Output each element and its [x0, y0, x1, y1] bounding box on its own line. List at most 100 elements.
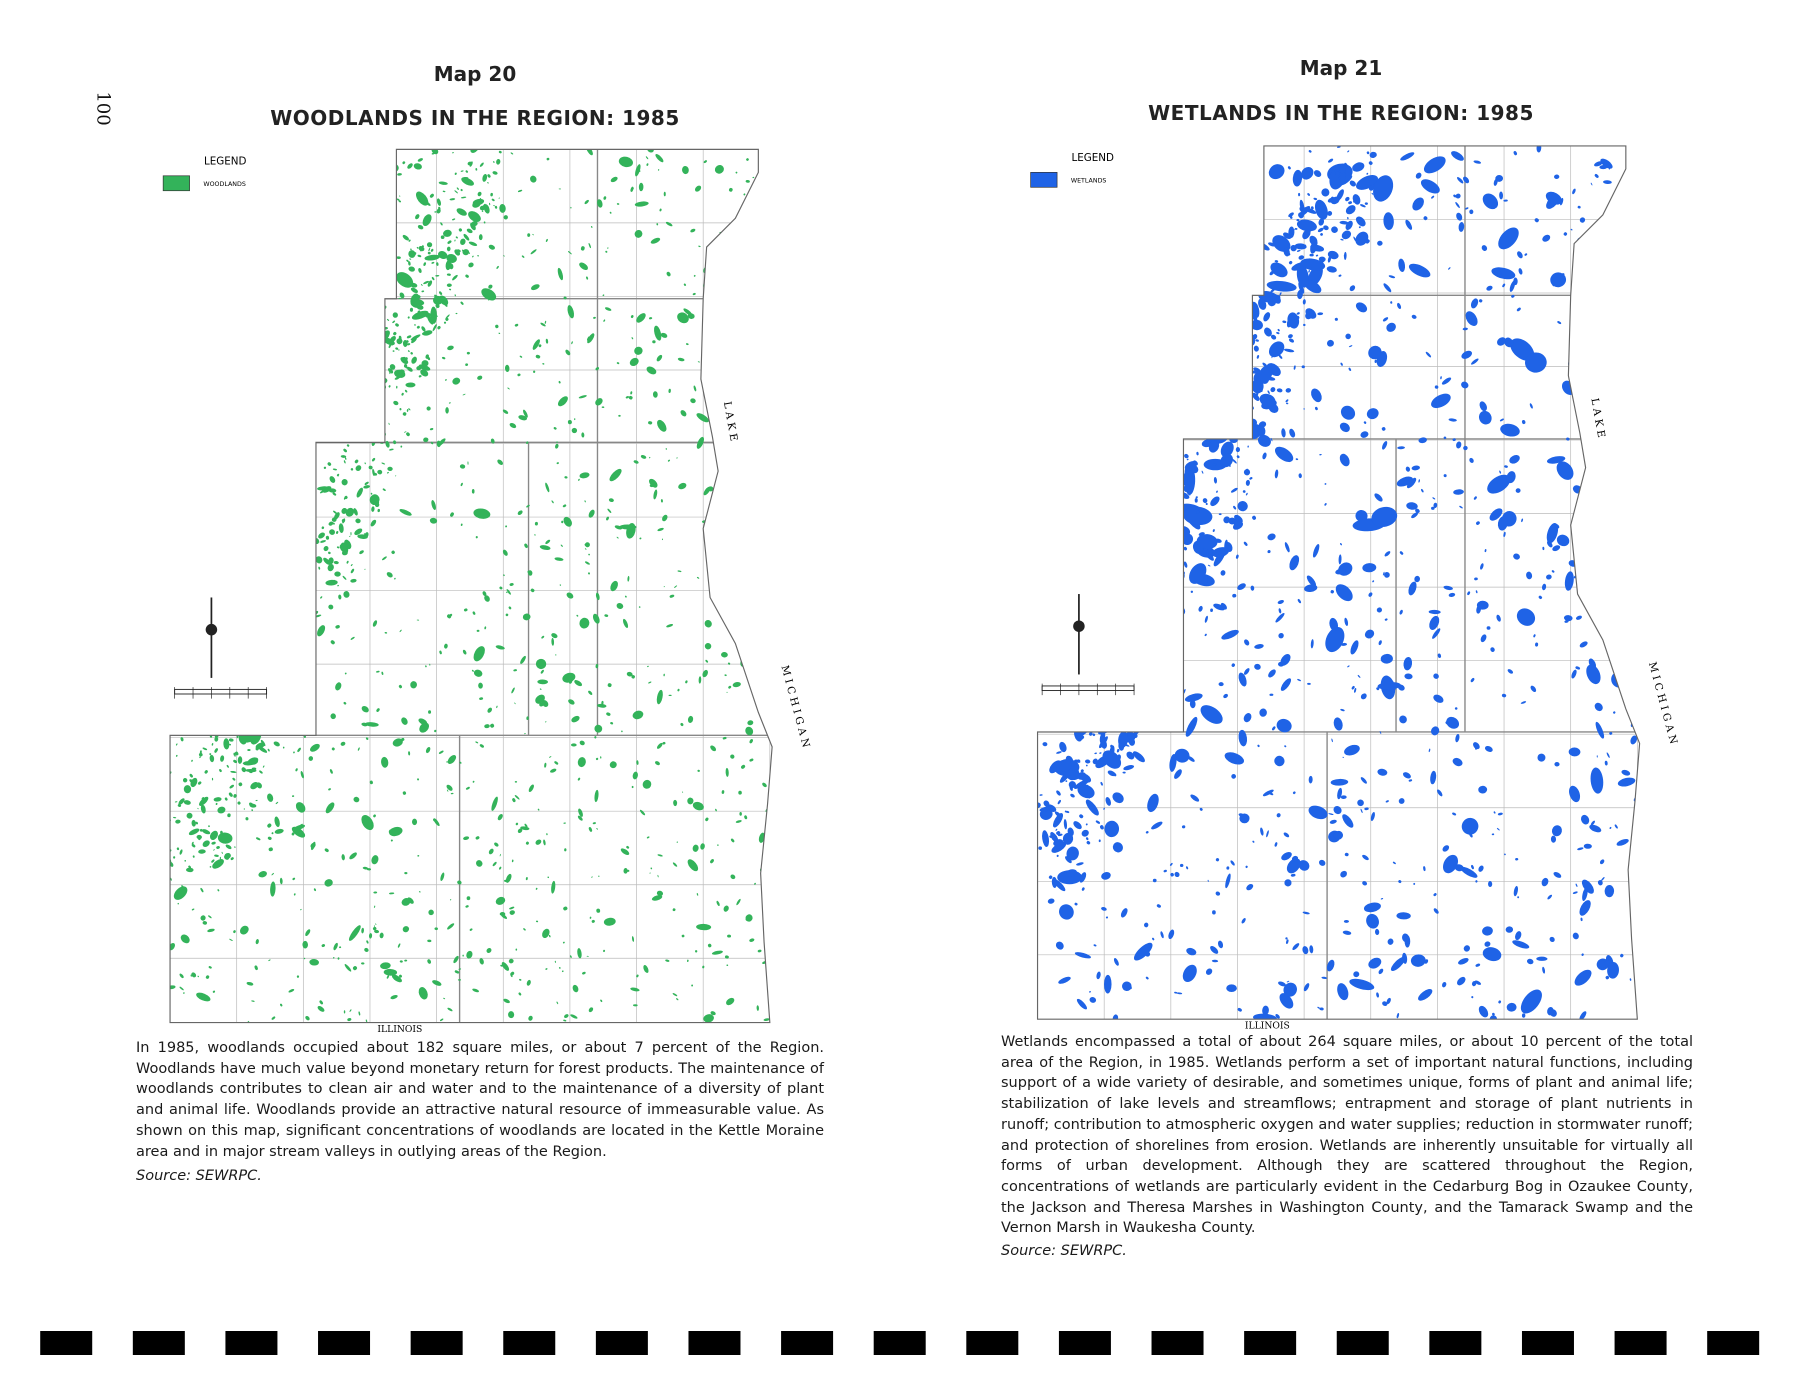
land-patch [499, 853, 501, 857]
land-patch [186, 867, 194, 873]
land-patch [511, 687, 515, 694]
land-patch [647, 665, 649, 668]
land-patch [1046, 575, 1052, 581]
land-patch [721, 476, 726, 483]
land-patch [1180, 598, 1183, 601]
land-patch [665, 448, 667, 450]
land-patch [1369, 151, 1377, 158]
land-patch [657, 527, 664, 532]
land-patch [742, 378, 751, 385]
land-patch [1275, 242, 1279, 248]
land-patch [1188, 402, 1193, 409]
land-patch [1633, 243, 1638, 249]
land-patch [1107, 472, 1110, 478]
land-patch [303, 601, 313, 611]
land-patch [355, 255, 364, 263]
land-patch [310, 509, 314, 514]
land-patch [1629, 978, 1632, 981]
land-patch [546, 833, 548, 836]
land-patch [722, 736, 727, 740]
land-patch [514, 702, 516, 705]
land-patch [1048, 311, 1051, 313]
land-patch [1053, 813, 1064, 828]
land-patch [1342, 814, 1354, 828]
land-patch [533, 370, 536, 373]
land-patch [609, 761, 617, 769]
land-patch [1148, 542, 1154, 548]
land-patch [381, 671, 384, 676]
land-patch [1077, 552, 1079, 554]
land-patch [1213, 603, 1225, 611]
land-patch [1589, 824, 1602, 833]
land-patch [389, 364, 396, 370]
land-patch [1109, 429, 1117, 440]
land-patch [435, 275, 440, 277]
land-patch [1382, 317, 1389, 322]
land-patch [1491, 833, 1495, 836]
land-patch [509, 422, 517, 429]
land-patch [203, 506, 208, 511]
land-patch [1186, 866, 1189, 870]
land-patch [534, 521, 538, 526]
land-patch [1463, 945, 1471, 952]
land-patch [1525, 352, 1547, 373]
land-patch [1455, 201, 1460, 209]
land-patch [199, 661, 203, 668]
land-patch [1371, 506, 1398, 527]
land-patch [191, 908, 195, 911]
land-patch [1368, 185, 1374, 191]
land-patch [515, 948, 518, 951]
land-patch [353, 508, 358, 516]
land-patch [694, 185, 702, 192]
land-patch [413, 163, 422, 170]
land-patch [584, 561, 590, 565]
land-patch [524, 543, 528, 549]
land-patch [383, 337, 395, 346]
land-patch [1126, 751, 1135, 760]
land-patch [676, 998, 679, 1001]
land-patch [1590, 182, 1593, 186]
land-patch [1331, 738, 1333, 743]
land-patch [1516, 307, 1521, 312]
land-patch [308, 563, 314, 567]
land-patch [202, 921, 208, 925]
land-patch [590, 226, 593, 228]
land-patch [1284, 542, 1290, 553]
land-patch [1112, 662, 1121, 667]
land-patch [1233, 505, 1237, 510]
land-patch [1136, 256, 1140, 260]
land-patch [422, 330, 433, 336]
land-patch [267, 591, 280, 607]
land-patch [1586, 237, 1590, 241]
land-patch [1166, 599, 1170, 602]
land-patch [564, 476, 568, 479]
land-patch [229, 669, 242, 677]
land-patch [1366, 913, 1379, 929]
land-patch [1060, 446, 1068, 456]
land-patch [603, 196, 607, 200]
land-patch [1594, 549, 1599, 553]
land-patch [1475, 590, 1478, 594]
land-patch [1150, 709, 1156, 713]
land-patch [1603, 180, 1612, 185]
land-patch [499, 586, 503, 590]
land-patch [278, 638, 286, 646]
land-patch [687, 859, 699, 872]
land-patch [730, 838, 735, 843]
land-patch [1313, 197, 1318, 201]
land-patch [749, 938, 755, 942]
land-patch [1125, 640, 1137, 649]
land-patch [323, 557, 331, 565]
land-patch [1187, 344, 1202, 358]
land-patch [758, 169, 762, 173]
land-patch [1168, 633, 1174, 638]
land-patch [1340, 870, 1347, 878]
land-patch [371, 457, 376, 462]
land-patch [1222, 446, 1230, 455]
land-patch [415, 214, 420, 220]
land-patch [594, 789, 599, 803]
land-patch [1556, 534, 1570, 547]
land-patch [1579, 641, 1588, 648]
land-patch [447, 1007, 453, 1012]
land-patch [363, 361, 367, 365]
